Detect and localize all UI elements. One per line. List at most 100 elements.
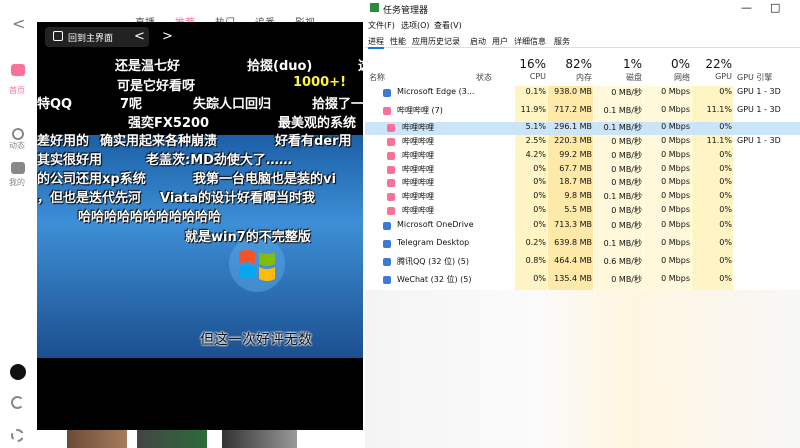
column-header[interactable]: 状态: [476, 73, 492, 82]
back-home-label[interactable]: 回到主界面: [68, 34, 114, 44]
cell-gpu: 0%: [719, 122, 732, 131]
nav-label[interactable]: 我的: [9, 178, 25, 187]
process-name[interactable]: 哔哩哔哩: [402, 192, 434, 201]
process-name[interactable]: WeChat (32 位) (5): [397, 275, 472, 284]
cell-memory: 67.7 MB: [559, 164, 592, 173]
dynamic-icon[interactable]: [12, 128, 24, 140]
process-name[interactable]: 哔哩哔哩: [402, 151, 434, 160]
column-header[interactable]: GPU: [715, 72, 732, 81]
danmaku: 可是它好看呀: [117, 79, 196, 94]
menu-item[interactable]: 选项(O): [401, 21, 430, 30]
row-icon: [383, 222, 391, 230]
cell-cpu: 0%: [533, 205, 546, 214]
menu-item[interactable]: 文件(F): [368, 21, 395, 30]
column-header[interactable]: GPU 引擎: [737, 73, 773, 82]
cell-disk: 0 MB/秒: [611, 206, 642, 215]
tab-divider: [365, 47, 800, 48]
settings-icon[interactable]: [11, 429, 24, 442]
cell-network: 0 Mbps: [661, 274, 690, 283]
cell-engine: GPU 1 - 3D: [737, 136, 781, 145]
danmaku: ，但也是迭代先河: [37, 191, 142, 206]
danmaku: 失踪人口回归: [193, 97, 272, 112]
column-fill: [594, 86, 643, 290]
process-name[interactable]: Telegram Desktop: [397, 238, 470, 247]
process-name[interactable]: 哔哩哔哩: [402, 206, 434, 215]
row-icon: [387, 152, 395, 160]
cell-memory: 713.3 MB: [554, 220, 592, 229]
tab[interactable]: 应用历史记录: [412, 37, 460, 46]
danmaku: 老盖茨:MD劲使大了……: [146, 153, 292, 168]
cell-cpu: 0%: [533, 274, 546, 283]
cell-cpu: 0.2%: [525, 238, 546, 247]
process-name[interactable]: 哔哩哔哩: [402, 165, 434, 174]
cell-gpu: 11.1%: [706, 136, 732, 145]
danmaku: 哈哈哈哈哈哈哈哈哈哈哈: [78, 210, 222, 225]
back-arrow[interactable]: <: [12, 14, 26, 33]
tab[interactable]: 启动: [470, 37, 486, 46]
cell-disk: 0 MB/秒: [611, 221, 642, 230]
nav-label[interactable]: 动态: [9, 141, 25, 150]
player-bottom: [37, 358, 363, 430]
column-header[interactable]: 网络: [674, 73, 690, 82]
cell-memory: 296.1 MB: [554, 122, 592, 131]
process-name[interactable]: 腾讯QQ (32 位) (5): [397, 257, 469, 266]
column-header[interactable]: CPU: [529, 72, 546, 81]
danmaku: 差好用的: [37, 134, 90, 149]
danmaku: 这: [358, 55, 363, 74]
column-percent: 82%: [565, 57, 592, 71]
cell-memory: 99.2 MB: [559, 150, 592, 159]
row-icon: [383, 89, 391, 97]
process-name[interactable]: Microsoft Edge (3...: [397, 87, 475, 96]
cell-gpu: 0%: [719, 150, 732, 159]
column-header[interactable]: 磁盘: [626, 73, 642, 82]
tab[interactable]: 性能: [390, 37, 406, 46]
menu-item[interactable]: 查看(V): [434, 21, 462, 30]
next-button[interactable]: >: [162, 29, 173, 44]
column-fill: [692, 86, 733, 290]
column-header[interactable]: 名称: [369, 73, 385, 82]
task-manager: — □ 任务管理器 文件(F) 选项(O) 查看(V) 进程 性能 应用历史记录 启动 用户 详细…: [365, 0, 800, 448]
column-header[interactable]: 内存: [576, 73, 592, 82]
process-name[interactable]: 哔哩哔哩: [402, 178, 434, 187]
toolbar: [45, 27, 149, 47]
danmaku: 我第一台电脑也是装的vi: [193, 172, 336, 187]
process-name[interactable]: 哔哩哔哩: [402, 137, 434, 146]
tab[interactable]: 进程: [368, 36, 384, 49]
cell-network: 0 Mbps: [661, 238, 690, 247]
process-name[interactable]: 哔哩哔哩 (7): [397, 106, 443, 115]
tab[interactable]: 服务: [554, 37, 570, 46]
danmaku: 还是温七好: [115, 59, 181, 74]
process-name[interactable]: 哔哩哔哩: [402, 123, 434, 132]
cell-cpu: 11.9%: [520, 105, 546, 114]
blurred-area: [365, 290, 800, 448]
cell-network: 0 Mbps: [661, 87, 690, 96]
home-button-icon[interactable]: [53, 31, 63, 41]
minimize[interactable]: —: [741, 1, 752, 14]
tab[interactable]: 详细信息: [514, 37, 546, 46]
nav-label[interactable]: 首页: [9, 86, 25, 95]
column-fill: [548, 86, 593, 290]
process-name[interactable]: Microsoft OneDrive: [397, 220, 474, 229]
cell-gpu: 0%: [719, 87, 732, 96]
tab[interactable]: 用户: [492, 37, 508, 46]
logo-icon[interactable]: [10, 364, 26, 380]
maximize[interactable]: □: [770, 1, 781, 14]
cell-engine: GPU 1 - 3D: [737, 87, 781, 96]
cell-network: 0 Mbps: [661, 122, 690, 131]
cell-network: 0 Mbps: [661, 150, 690, 159]
danmaku: Viata的设计好看啊当时我: [160, 191, 316, 206]
home-icon[interactable]: [11, 64, 25, 76]
sidebar: <: [0, 0, 37, 448]
danmaku: 确实用起来各种崩溃: [100, 134, 218, 149]
row-icon: [383, 258, 391, 266]
theme-icon[interactable]: [11, 396, 24, 409]
subtitle: 但这一次好评无数: [200, 332, 312, 348]
prev-button[interactable]: <: [134, 29, 145, 44]
cell-cpu: 0%: [533, 220, 546, 229]
column-percent: 16%: [519, 57, 546, 71]
cell-disk: 0.6 MB/秒: [603, 257, 642, 266]
mine-icon[interactable]: [11, 162, 25, 174]
cell-memory: 938.0 MB: [554, 87, 592, 96]
cell-cpu: 0%: [533, 177, 546, 186]
